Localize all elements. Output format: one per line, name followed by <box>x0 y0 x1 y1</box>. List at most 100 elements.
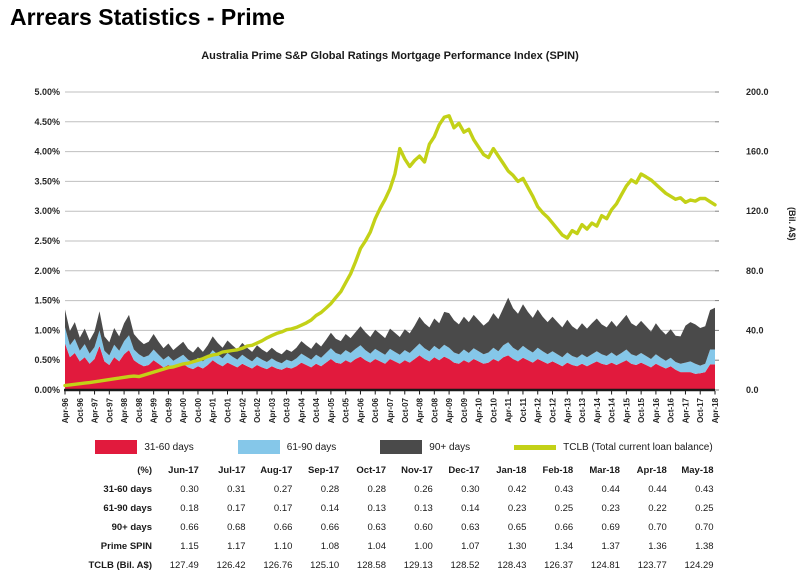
table-value-cell: 0.23 <box>601 503 620 514</box>
table-value-cell: 0.13 <box>414 503 433 514</box>
x-axis-label: Oct-17 <box>696 397 705 422</box>
table-value-cell: 128.52 <box>450 560 480 571</box>
left-axis-tick-label: 5.00% <box>34 87 60 97</box>
x-axis-label: Apr-99 <box>150 397 159 423</box>
table-header-cell: Jun-17 <box>168 465 199 476</box>
table-row-label: TCLB (Bil. A$) <box>88 560 152 571</box>
x-axis-label: Apr-01 <box>209 397 218 423</box>
chart-legend: 31-60 days 61-90 days 90+ days TCLB (Total … <box>0 436 808 458</box>
legend-item-tclb-total-current-loan-balance-: TCLB (Total current loan balance) <box>514 442 713 453</box>
table-value-cell: 0.63 <box>461 522 480 533</box>
table-value-cell: 0.18 <box>180 503 199 514</box>
table-header-unit: (%) <box>137 465 152 476</box>
left-axis-tick-label: 1.00% <box>34 325 60 335</box>
table-header-cell: Sep-17 <box>308 465 340 476</box>
x-axis-label: Apr-02 <box>238 397 247 423</box>
x-axis-label: Apr-98 <box>120 397 129 423</box>
x-axis-label: Oct-11 <box>519 397 528 422</box>
stacked-area-31-60-days <box>65 343 715 390</box>
table-value-cell: 0.65 <box>507 522 527 533</box>
table-value-cell: 0.14 <box>320 503 340 514</box>
table-value-cell: 0.25 <box>554 503 574 514</box>
table-value-cell: 0.44 <box>648 484 667 495</box>
table-value-cell: 0.28 <box>320 484 340 495</box>
right-axis-tick-label: 0.0 <box>746 385 759 395</box>
table-header-cell: Apr-18 <box>636 465 667 476</box>
x-axis-label: Apr-15 <box>622 397 631 423</box>
chart-title: Australia Prime S&P Global Ratings Mortg… <box>201 50 579 62</box>
table-row-label: 31-60 days <box>103 484 152 495</box>
table-value-cell: 128.58 <box>356 560 386 571</box>
table-value-cell: 126.42 <box>216 560 246 571</box>
stacked-area-61-90-days <box>65 327 715 374</box>
x-axis-label: Oct-04 <box>312 397 321 422</box>
table-header-cell: Jul-17 <box>218 465 246 476</box>
right-axis-tick-label: 120.0 <box>746 206 769 216</box>
table-value-cell: 0.43 <box>554 484 574 495</box>
table-value-cell: 1.15 <box>180 541 199 552</box>
x-axis-label: Oct-98 <box>135 397 144 422</box>
x-axis-label: Apr-06 <box>356 397 365 423</box>
table-value-cell: 1.17 <box>227 541 246 552</box>
x-axis-label: Apr-09 <box>445 397 454 423</box>
x-axis-label: Oct-12 <box>549 397 558 422</box>
x-axis-label: Apr-18 <box>711 397 720 423</box>
left-axis-tick-label: 3.50% <box>34 176 60 186</box>
left-axis-tick-label: 4.00% <box>34 147 60 157</box>
table-value-cell: 128.43 <box>497 560 527 571</box>
table-value-cell: 0.69 <box>601 522 620 533</box>
table-header-cell: Mar-18 <box>589 465 620 476</box>
table-value-cell: 0.68 <box>227 522 246 533</box>
right-axis-title: (Bil. A$) <box>787 207 797 241</box>
table-value-cell: 0.13 <box>367 503 386 514</box>
x-axis-label: Oct-00 <box>194 397 203 422</box>
table-value-cell: 1.04 <box>367 541 386 552</box>
table-header-cell: Oct-17 <box>356 465 386 476</box>
table-value-cell: 0.14 <box>461 503 480 514</box>
x-axis-label: Oct-02 <box>253 397 262 422</box>
table-value-cell: 129.13 <box>403 560 433 571</box>
x-axis-label: Apr-00 <box>179 397 188 423</box>
table-value-cell: 0.28 <box>367 484 386 495</box>
table-value-cell: 127.49 <box>169 560 199 571</box>
table-value-cell: 0.66 <box>554 522 574 533</box>
legend-swatch <box>237 440 280 454</box>
x-axis-label: Apr-96 <box>61 397 70 423</box>
x-axis-label: Apr-07 <box>386 397 395 423</box>
x-axis-label: Apr-12 <box>534 397 543 423</box>
x-axis-label: Oct-16 <box>667 397 676 422</box>
table-value-cell: 0.66 <box>273 522 293 533</box>
table-value-cell: 1.30 <box>507 541 527 552</box>
table-header-cell: Jan-18 <box>496 465 527 476</box>
page-title: Arrears Statistics - Prime <box>10 4 285 30</box>
table-value-cell: 1.37 <box>601 541 620 552</box>
x-axis-label: Apr-97 <box>91 397 100 423</box>
table-value-cell: 1.10 <box>273 541 293 552</box>
table-value-cell: 125.10 <box>310 560 340 571</box>
table-value-cell: 0.66 <box>320 522 340 533</box>
legend-swatch <box>95 440 138 454</box>
table-row-label: Prime SPIN <box>100 541 152 552</box>
x-axis-label: Oct-05 <box>342 397 351 422</box>
table-value-cell: 123.77 <box>637 560 667 571</box>
table-header-cell: May-18 <box>681 465 714 476</box>
x-axis-label: Oct-10 <box>489 397 498 422</box>
table-value-cell: 0.17 <box>227 503 246 514</box>
table-value-cell: 1.38 <box>695 541 714 552</box>
table-value-cell: 0.70 <box>695 522 714 533</box>
table-value-cell: 0.23 <box>507 503 527 514</box>
x-axis-label: Apr-13 <box>563 397 572 423</box>
table-value-cell: 0.44 <box>601 484 620 495</box>
arrears-statistics-table: (%) Jun-17 Jul-17 Aug-17 Sep-17 Oct-17 Nov-17 D… <box>2 461 714 575</box>
table-value-cell: 1.36 <box>648 541 667 552</box>
table-value-cell: 1.08 <box>320 541 340 552</box>
left-axis-tick-label: 4.50% <box>34 117 60 127</box>
x-axis-label: Oct-08 <box>430 397 439 422</box>
x-axis-label: Oct-14 <box>608 397 617 422</box>
table-value-cell: 0.60 <box>414 522 433 533</box>
table-value-cell: 124.29 <box>684 560 714 571</box>
legend-item-61-90-days: 61-90 days <box>237 440 336 454</box>
x-axis-label: Apr-17 <box>681 397 690 423</box>
table-value-cell: 124.81 <box>590 560 620 571</box>
table-value-cell: 0.70 <box>648 522 667 533</box>
